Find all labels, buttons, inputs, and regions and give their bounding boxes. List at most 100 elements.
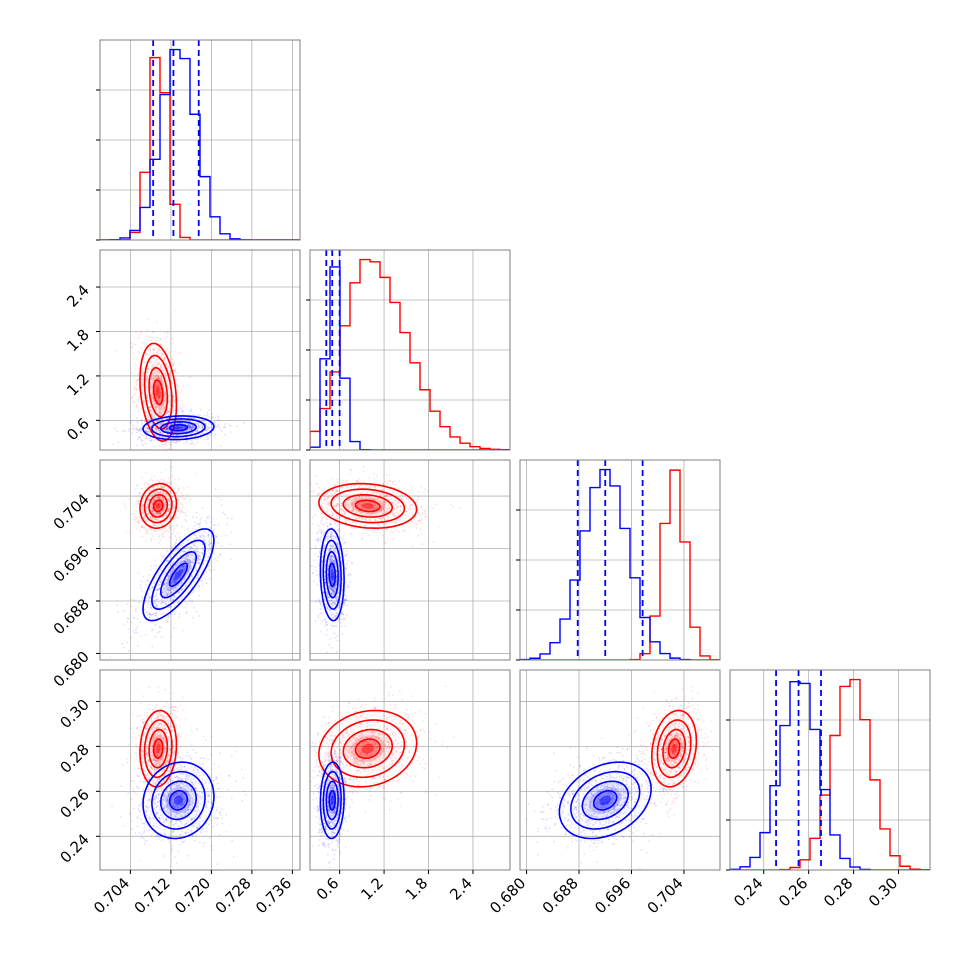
sample-point: [150, 431, 153, 434]
sample-point: [389, 479, 392, 482]
sample-point: [142, 504, 144, 506]
sample-point: [146, 377, 149, 380]
sample-point: [157, 511, 160, 514]
sample-point: [176, 563, 179, 565]
sample-point: [343, 513, 346, 516]
sample-point: [182, 570, 185, 573]
sample-point: [378, 510, 381, 513]
sample-point: [146, 353, 149, 356]
sample-point: [320, 569, 323, 571]
sample-point: [339, 605, 341, 608]
sample-point: [368, 486, 370, 489]
sample-point: [183, 550, 186, 553]
sample-point: [199, 424, 202, 426]
sample-point: [168, 414, 171, 416]
sample-point: [203, 538, 206, 541]
sample-point: [163, 527, 166, 529]
sample-point: [343, 593, 346, 596]
sample-point: [164, 586, 167, 588]
sample-point: [336, 497, 339, 500]
sample-point: [154, 434, 157, 437]
sample-point: [397, 512, 400, 514]
sample-point: [325, 634, 328, 636]
sample-point: [161, 435, 164, 438]
sample-point: [177, 494, 180, 497]
sample-point: [165, 514, 168, 517]
sample-point: [182, 568, 185, 571]
sample-point: [300, 506, 302, 508]
sample-point: [148, 498, 150, 500]
sample-point: [154, 408, 157, 410]
sample-point: [145, 509, 148, 512]
sample-point: [157, 388, 160, 390]
sample-point: [381, 506, 384, 509]
sample-point: [181, 411, 183, 413]
sample-point: [161, 382, 164, 385]
sample-point: [319, 630, 322, 633]
sample-point: [197, 577, 199, 579]
sample-point: [193, 549, 196, 552]
sample-point: [165, 427, 168, 429]
sample-point: [171, 567, 174, 570]
sample-point: [328, 522, 331, 525]
sample-point: [156, 434, 159, 437]
sample-point: [169, 597, 172, 600]
sample-point: [320, 499, 322, 502]
sample-point: [156, 390, 159, 393]
sample-point: [330, 599, 333, 602]
sample-point: [360, 504, 362, 506]
sample-point: [338, 499, 340, 502]
sample-point: [322, 549, 325, 552]
sample-point: [154, 605, 157, 608]
sample-point: [131, 428, 134, 430]
sample-point: [133, 616, 135, 619]
sample-point: [364, 504, 367, 506]
sample-point: [160, 478, 163, 481]
sample-point: [373, 508, 376, 510]
sample-point: [183, 427, 186, 429]
sample-point: [146, 394, 149, 397]
sample-point: [392, 512, 395, 515]
sample-point: [162, 359, 165, 361]
sample-point: [138, 389, 141, 392]
sample-point: [329, 543, 332, 545]
sample-point: [168, 505, 171, 507]
sample-point: [333, 491, 336, 494]
sample-point: [159, 388, 162, 391]
sample-point: [196, 429, 199, 432]
sample-point: [195, 429, 198, 432]
sample-point: [136, 485, 138, 487]
sample-point: [361, 507, 364, 510]
sample-point: [331, 588, 334, 590]
sample-point: [143, 420, 146, 423]
sample-point: [147, 498, 150, 501]
sample-point: [137, 378, 140, 381]
sample-point: [153, 439, 156, 441]
sample-point: [149, 427, 152, 430]
sample-point: [171, 570, 174, 573]
sample-point: [143, 512, 145, 515]
sample-point: [213, 435, 215, 438]
sample-point: [356, 516, 358, 518]
sample-point: [155, 594, 157, 597]
sample-point: [151, 397, 154, 400]
sample-point: [330, 555, 333, 558]
sample-point: [163, 602, 166, 605]
sample-point: [190, 428, 193, 431]
sample-point: [368, 518, 371, 521]
sample-point: [201, 426, 203, 429]
sample-point: [155, 339, 157, 342]
sample-point: [344, 521, 347, 523]
sample-point: [343, 601, 345, 604]
sample-point: [366, 503, 369, 505]
sample-point: [163, 481, 165, 483]
sample-point: [149, 383, 152, 386]
sample-point: [172, 483, 174, 485]
sample-point: [383, 500, 385, 503]
sample-point: [157, 396, 160, 399]
sample-point: [157, 491, 160, 494]
sample-point: [154, 410, 157, 413]
sample-point: [328, 524, 331, 526]
sample-point: [351, 503, 353, 506]
sample-point: [130, 372, 133, 375]
